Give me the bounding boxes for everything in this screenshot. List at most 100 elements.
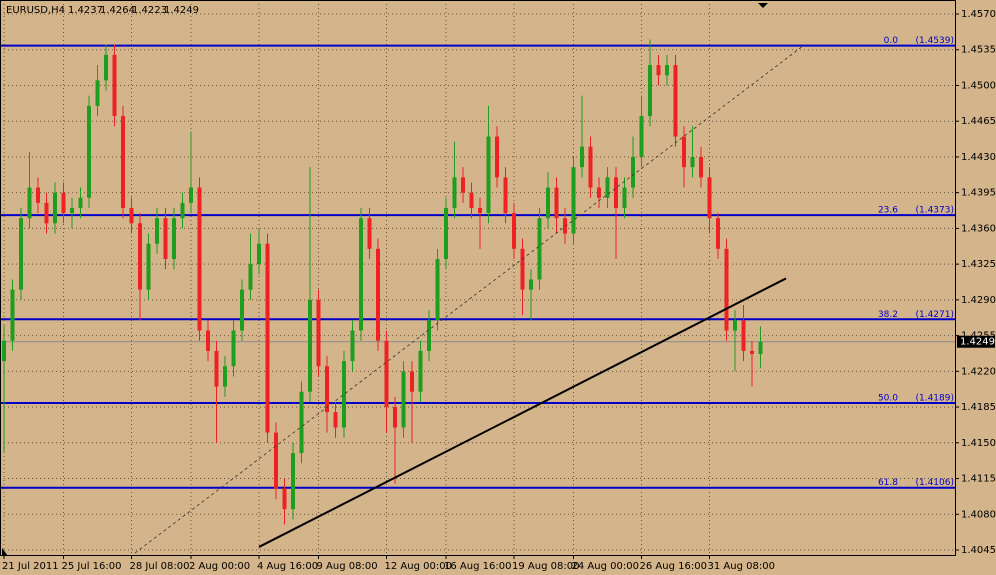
candle-body [580, 146, 584, 168]
candle-body [104, 54, 108, 81]
fib-level: 61.8 [878, 478, 898, 488]
y-tick-label: 1.4080 [961, 509, 996, 520]
candle-body [614, 177, 618, 208]
ohlc-low: 1.4223 [132, 5, 167, 16]
candle-body [350, 330, 355, 362]
y-tick-label: 1.4150 [961, 438, 996, 449]
candle-body [554, 187, 559, 219]
candle-body [699, 156, 703, 178]
candle-body [495, 136, 499, 178]
ohlc-open: 1.4237 [68, 5, 103, 16]
price-tag-label: 1.4249 [960, 337, 995, 348]
candle-body [750, 350, 754, 354]
shift-marker [758, 3, 768, 8]
candle-body [316, 299, 321, 367]
candle-body [180, 202, 185, 219]
corner-marker [2, 548, 8, 556]
candle-body [690, 156, 695, 168]
x-tick-label: 2 Aug 00:00 [189, 561, 250, 572]
fib-level: 50.0 [878, 393, 898, 403]
candle-body [452, 177, 457, 208]
candle-body [78, 197, 83, 208]
candle-body [444, 207, 448, 260]
y-tick-label: 1.4500 [961, 80, 996, 91]
candle-body [282, 488, 287, 510]
candle-body [274, 432, 278, 489]
candle-body [682, 136, 686, 168]
candle-body [648, 65, 652, 117]
x-tick-label: 26 Aug 16:00 [640, 561, 707, 572]
y-tick-label: 1.4395 [961, 188, 996, 199]
candle-body [639, 116, 644, 157]
candle-body [376, 248, 380, 341]
y-tick-label: 1.4430 [961, 152, 996, 163]
y-tick-label: 1.4535 [961, 45, 996, 56]
candle-body [571, 167, 576, 234]
candle-body [265, 243, 270, 433]
candle-body [665, 65, 669, 76]
candle-body [546, 187, 550, 219]
candle-body [733, 320, 737, 331]
x-tick-label: 25 Jul 16:00 [62, 561, 122, 572]
candle-body [146, 243, 151, 290]
candle-body [418, 350, 423, 392]
candle-body [435, 259, 440, 321]
candle-body [384, 340, 389, 408]
y-tick-label: 1.4115 [961, 474, 996, 485]
x-tick-label: 4 Aug 16:00 [257, 561, 318, 572]
candle-body [512, 213, 516, 249]
y-tick-label: 1.4325 [961, 259, 996, 270]
plot-frame [0, 0, 956, 556]
x-tick-label: 21 Jul 2011 [2, 561, 59, 572]
y-tick-label: 1.4220 [961, 366, 996, 377]
y-tick-label: 1.4185 [961, 402, 996, 413]
grid [0, 0, 955, 555]
ohlc-close: 1.4249 [164, 5, 199, 16]
x-tick-label: 19 Aug 08:00 [512, 561, 579, 572]
fib-price: (1.4106) [915, 478, 954, 488]
candle-body [529, 279, 533, 290]
y-tick-label: 1.4045 [961, 545, 996, 556]
candle-body [588, 146, 593, 188]
candle-body [206, 330, 210, 351]
fib-price: (1.4271) [915, 310, 954, 320]
candle-body [163, 218, 168, 260]
candle-body [214, 350, 219, 387]
candle-body [656, 65, 661, 76]
candle-body [461, 177, 465, 193]
candle-body [36, 187, 40, 203]
candle-body [724, 248, 729, 331]
fib-price: (1.4539) [915, 36, 954, 46]
fib-level: 38.2 [878, 310, 898, 320]
candle-body [53, 192, 57, 224]
candle-body [333, 412, 338, 428]
candle-body [231, 330, 236, 367]
y-tick-label: 1.4465 [961, 116, 996, 127]
candle-body [95, 80, 100, 106]
candle-body [503, 177, 508, 214]
candle-body [248, 264, 253, 290]
candle-body [716, 218, 720, 249]
x-tick-label: 28 Jul 08:00 [130, 561, 190, 572]
symbol: EURUSD,H4 [6, 5, 65, 16]
x-tick-label: 9 Aug 08:00 [317, 561, 378, 572]
candle-body [393, 407, 397, 428]
candle-body [257, 243, 261, 265]
candle-body [367, 218, 372, 249]
candle-body [240, 289, 244, 331]
candle-body [342, 361, 346, 428]
candle-body [673, 65, 678, 137]
candle-body [291, 453, 295, 510]
x-tick-label: 31 Aug 08:00 [708, 561, 775, 572]
candle-body [197, 187, 202, 331]
candle-body [87, 105, 91, 198]
trendline [134, 44, 805, 554]
price-tag [957, 335, 995, 348]
candle-body [520, 248, 525, 290]
trendline [258, 277, 787, 548]
candle-body [61, 192, 66, 214]
candle-body [563, 218, 567, 234]
candle-body [10, 289, 15, 341]
fib-level: 23.6 [878, 206, 898, 216]
